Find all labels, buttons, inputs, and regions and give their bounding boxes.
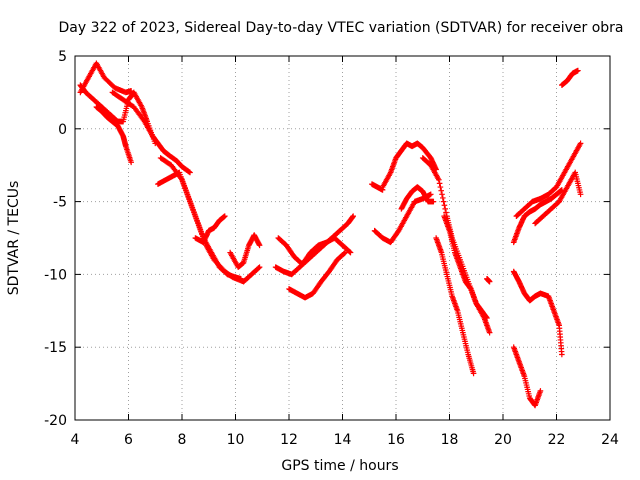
y-tick-label: -5	[53, 195, 67, 211]
data-point	[341, 250, 348, 257]
x-tick-label: 24	[601, 432, 619, 448]
y-tick-label: -20	[44, 413, 67, 429]
series-track-q	[433, 235, 477, 377]
series-track-b	[77, 82, 159, 147]
y-tick-label: -15	[44, 340, 67, 356]
data-point	[575, 67, 581, 74]
series-track-j	[275, 235, 354, 268]
data-point	[486, 278, 493, 285]
series-track-w	[510, 268, 565, 358]
data-point	[346, 249, 353, 255]
y-tick-label: 5	[58, 49, 67, 65]
series-track-r	[441, 213, 490, 321]
grid-lines	[75, 56, 610, 420]
data-point	[427, 191, 434, 198]
series-track-g	[192, 213, 228, 246]
x-tick-label: 12	[280, 432, 298, 448]
x-axis-label: GPS time / hours	[281, 458, 398, 474]
series-track-i	[272, 213, 356, 278]
data-point	[443, 209, 449, 216]
series-track-t	[510, 187, 565, 246]
x-tick-label: 16	[387, 432, 405, 448]
data-point	[440, 195, 446, 201]
x-tick-label: 6	[124, 432, 133, 448]
data-point	[342, 249, 348, 256]
data-point	[350, 213, 356, 219]
x-tick-label: 4	[71, 432, 80, 448]
data-point	[347, 249, 354, 256]
data-point	[442, 206, 449, 212]
x-tick-label: 20	[494, 432, 512, 448]
x-tick-label: 8	[178, 432, 187, 448]
data-point	[436, 180, 443, 187]
series-track-o	[398, 184, 437, 212]
series-track-s	[484, 275, 493, 285]
data-point	[441, 202, 448, 209]
series-track-d	[109, 89, 193, 176]
data-point	[255, 265, 262, 271]
series-track-f	[157, 155, 263, 285]
y-tick-label: 0	[58, 122, 67, 138]
data-point	[438, 187, 445, 194]
data-point	[430, 198, 437, 205]
y-axis-ticks: 5 0 -5 -10 -15 -20	[44, 49, 610, 429]
data-point	[486, 329, 493, 336]
data-point	[187, 169, 193, 176]
data-point	[436, 176, 442, 183]
data-point	[256, 264, 263, 270]
data-point	[128, 159, 134, 166]
series-track-n	[379, 140, 439, 190]
series-track-k	[286, 249, 348, 301]
data-point	[437, 184, 444, 190]
series-track-u	[513, 140, 584, 219]
data-point	[577, 140, 584, 147]
series-track-h	[227, 232, 263, 270]
y-axis-label: SDTVAR / TECUs	[6, 181, 22, 296]
x-tick-label: 14	[334, 432, 352, 448]
data-point	[470, 370, 477, 377]
data-point	[484, 315, 490, 321]
x-tick-label: 22	[548, 432, 566, 448]
series-track-x	[510, 344, 544, 409]
x-tick-label: 18	[441, 432, 459, 448]
data-point	[577, 191, 584, 198]
data-point	[439, 191, 445, 198]
chart-title: Day 322 of 2023, Sidereal Day-to-day VTE…	[58, 20, 623, 36]
data-point	[537, 388, 544, 394]
data-point	[222, 213, 228, 219]
data-points	[77, 60, 584, 409]
series-track-c	[93, 104, 134, 166]
data-point	[256, 242, 263, 249]
plot-frame	[74, 55, 611, 421]
data-point	[440, 198, 447, 205]
data-point	[559, 351, 565, 358]
y-tick-label: -10	[44, 267, 67, 283]
series-track-v	[532, 169, 584, 227]
series-track-y	[559, 67, 581, 88]
x-tick-label: 10	[227, 432, 245, 448]
